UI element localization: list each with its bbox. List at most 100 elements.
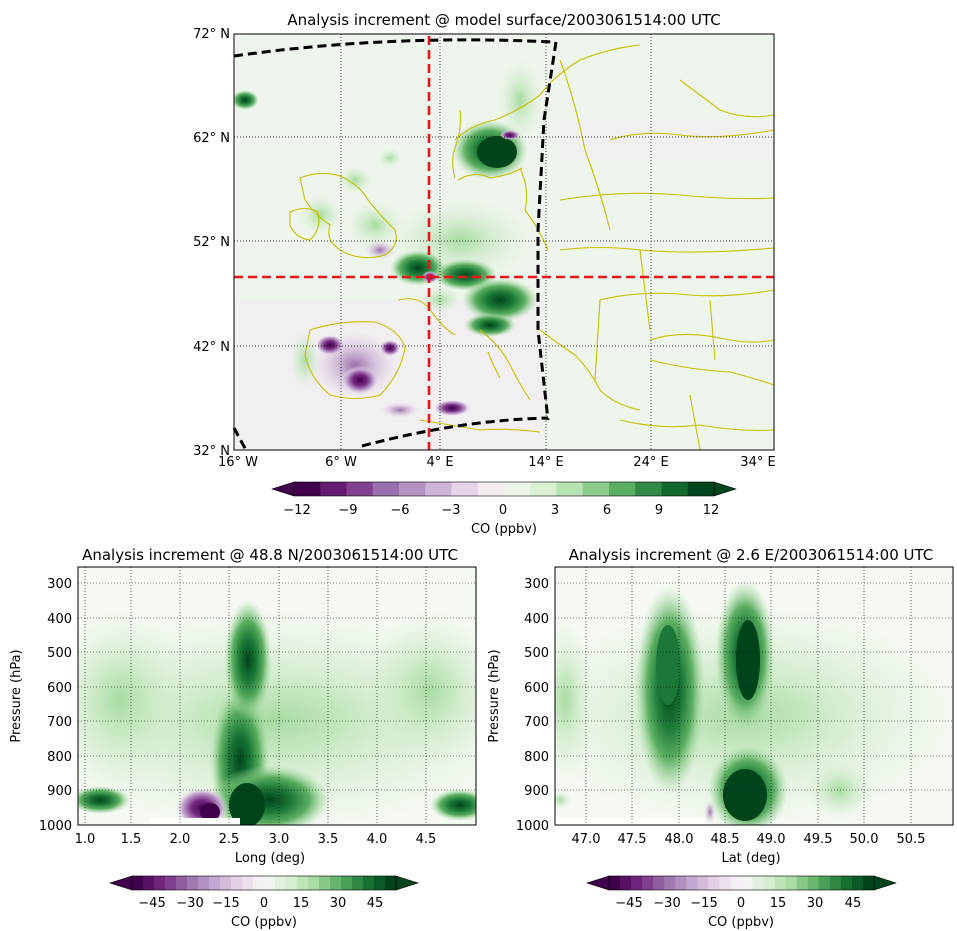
colorbar-cell	[582, 482, 610, 496]
svg-text:2.0: 2.0	[170, 832, 191, 847]
colorbar-cell	[294, 482, 321, 496]
svg-text:47.0: 47.0	[572, 832, 601, 847]
increment-field	[234, 60, 542, 418]
svg-text:600: 600	[524, 681, 549, 696]
lon-section-colorbar: −45 −30 −15 0 15 30 45 CO (ppbv)	[109, 875, 419, 930]
map-graticule	[234, 34, 774, 450]
colorbar-cell	[320, 482, 347, 496]
coastlines	[289, 44, 774, 450]
svg-text:49.0: 49.0	[757, 832, 786, 847]
lon-section-x-ticks: 1.0 1.5 2.0 2.5 3.0 3.5 4.0 4.5	[75, 832, 437, 847]
colorbar-extend-high	[713, 481, 737, 497]
svg-text:48.5: 48.5	[711, 832, 740, 847]
colorbar-cell	[609, 876, 621, 890]
svg-text:15: 15	[770, 896, 787, 911]
colorbar-cell	[275, 876, 287, 890]
svg-text:900: 900	[47, 784, 72, 799]
svg-text:49.5: 49.5	[804, 832, 833, 847]
map-colorbar: −12 −9 −6 −3 0 3 6 9 12 CO (ppbv)	[271, 481, 737, 537]
svg-text:−45: −45	[138, 896, 165, 911]
colorbar-cell	[752, 876, 765, 890]
colorbar-cell	[297, 876, 309, 890]
lon-section-panel: Analysis increment @ 48.8 N/2003061514:0…	[9, 546, 477, 930]
map-colorbar-cells	[271, 481, 737, 497]
lat-tick: 42° N	[193, 340, 230, 355]
colorbar-cell	[642, 876, 654, 890]
lat-section-colorbar: −45 −30 −15 0 15 30 45 CO (ppbv)	[586, 875, 897, 930]
svg-text:30: 30	[330, 896, 347, 911]
colorbar-cell	[530, 482, 557, 496]
colorbar-cell	[675, 876, 687, 890]
colorbar-cell	[661, 482, 689, 496]
svg-text:48.0: 48.0	[665, 832, 694, 847]
svg-text:600: 600	[47, 681, 72, 696]
colorbar-tick: 0	[499, 503, 507, 518]
colorbar-cell	[840, 876, 853, 890]
lat-section-field	[555, 567, 953, 825]
svg-text:47.5: 47.5	[618, 832, 647, 847]
map-field	[234, 34, 774, 450]
colorbar-cell	[451, 482, 479, 496]
colorbar-cell	[556, 482, 584, 496]
colorbar-frame	[293, 481, 715, 497]
colorbar-cell	[851, 876, 864, 890]
colorbar-cell	[253, 876, 265, 890]
svg-text:3.0: 3.0	[269, 832, 290, 847]
svg-text:−45: −45	[615, 896, 642, 911]
svg-text:400: 400	[47, 612, 72, 627]
lat-section-grid	[555, 567, 953, 825]
svg-text:800: 800	[524, 750, 549, 765]
lon-colorbar-ticks: −45 −30 −15 0 15 30 45	[138, 896, 383, 911]
map-panel: Analysis increment @ model surface/20030…	[193, 11, 776, 537]
colorbar-cell	[620, 876, 632, 890]
svg-text:300: 300	[524, 577, 549, 592]
colorbar-cell	[209, 876, 221, 890]
colorbar-cell	[719, 876, 731, 890]
map-colorbar-ticks: −12 −9 −6 −3 0 3 6 9 12	[283, 503, 719, 518]
colorbar-cell	[796, 876, 809, 890]
lon-section-y-ticks: 300 400 500 600 700 800 900 1000	[39, 577, 72, 834]
colorbar-cell	[198, 876, 210, 890]
colorbar-cell	[741, 876, 754, 890]
lon-section-ylabel: Pressure (hPa)	[9, 649, 24, 742]
svg-text:700: 700	[47, 715, 72, 730]
colorbar-extend-low	[109, 875, 133, 891]
lon-tick: 6° W	[325, 455, 357, 470]
colorbar-cell	[165, 876, 177, 890]
colorbar-cell	[341, 876, 353, 890]
colorbar-tick: −12	[283, 503, 310, 518]
svg-text:0: 0	[737, 896, 745, 911]
lon-tick: 14° E	[528, 455, 563, 470]
svg-text:3.5: 3.5	[318, 832, 339, 847]
colorbar-cell	[425, 482, 452, 496]
lat-section-ylabel: Pressure (hPa)	[487, 649, 502, 742]
colorbar-cell	[308, 876, 320, 890]
lat-section-y-ticks: 300 400 500 600 700 800 900 1000	[516, 577, 549, 834]
svg-text:−30: −30	[653, 896, 680, 911]
colorbar-cell	[686, 876, 698, 890]
colorbar-cell	[231, 876, 243, 890]
svg-text:−15: −15	[690, 896, 717, 911]
colorbar-cell	[346, 482, 374, 496]
lon-section-title: Analysis increment @ 48.8 N/2003061514:0…	[82, 546, 458, 564]
colorbar-tick: 3	[551, 503, 559, 518]
lon-tick: 24° E	[633, 455, 668, 470]
colorbar-cell	[631, 876, 643, 890]
lat-colorbar-cells	[586, 875, 897, 891]
colorbar-cell	[829, 876, 842, 890]
colorbar-cell	[785, 876, 798, 890]
section-crosshair	[234, 36, 774, 450]
colorbar-cell	[862, 876, 875, 890]
colorbar-cell	[374, 876, 386, 890]
colorbar-extend-low	[586, 875, 610, 891]
colorbar-cell	[687, 482, 715, 496]
colorbar-tick: −3	[441, 503, 460, 518]
lat-section-xlabel: Lat (deg)	[721, 851, 780, 866]
colorbar-cell	[477, 482, 505, 496]
svg-text:30: 30	[807, 896, 824, 911]
colorbar-cell	[242, 876, 254, 890]
lat-tick: 72° N	[193, 27, 230, 42]
lat-section-x-ticks: 47.0 47.5 48.0 48.5 49.0 49.5 50.0 50.5	[572, 832, 926, 847]
colorbar-cell	[187, 876, 199, 890]
